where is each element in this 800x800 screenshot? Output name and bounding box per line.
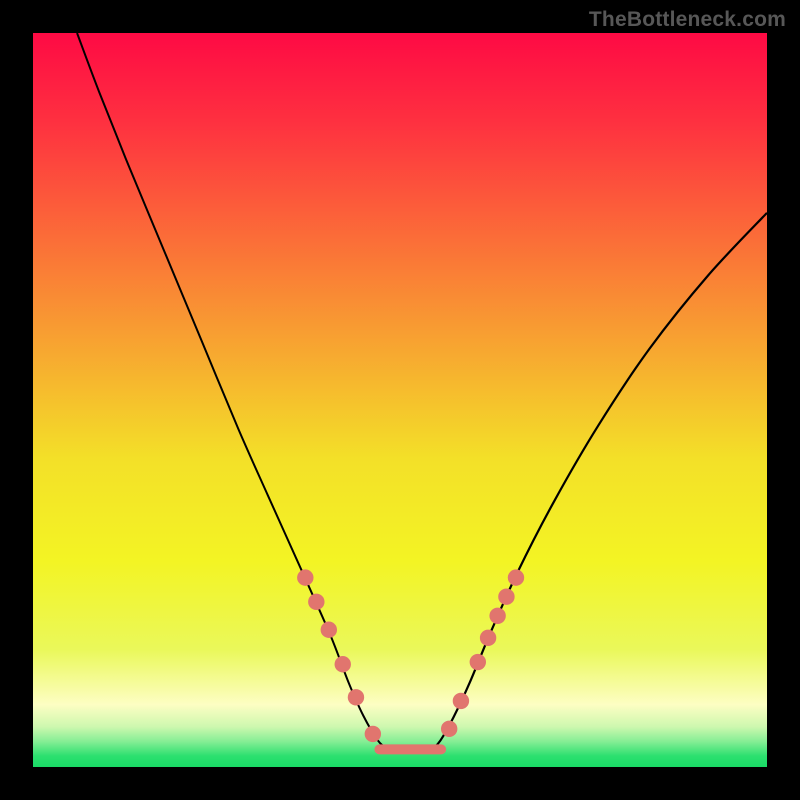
marker-left xyxy=(365,726,381,742)
marker-left xyxy=(335,656,351,672)
chart-container: TheBottleneck.com xyxy=(0,0,800,800)
marker-left xyxy=(348,689,364,705)
marker-right xyxy=(498,589,514,605)
marker-right xyxy=(480,630,496,646)
marker-left xyxy=(308,594,324,610)
marker-right xyxy=(508,569,524,585)
marker-right xyxy=(489,608,505,624)
marker-left xyxy=(297,569,313,585)
marker-right xyxy=(470,654,486,670)
marker-right xyxy=(453,693,469,709)
watermark-text: TheBottleneck.com xyxy=(589,8,786,32)
marker-right xyxy=(441,721,457,737)
plot-background xyxy=(33,33,767,767)
marker-left xyxy=(321,622,337,638)
bottleneck-chart xyxy=(0,0,800,800)
